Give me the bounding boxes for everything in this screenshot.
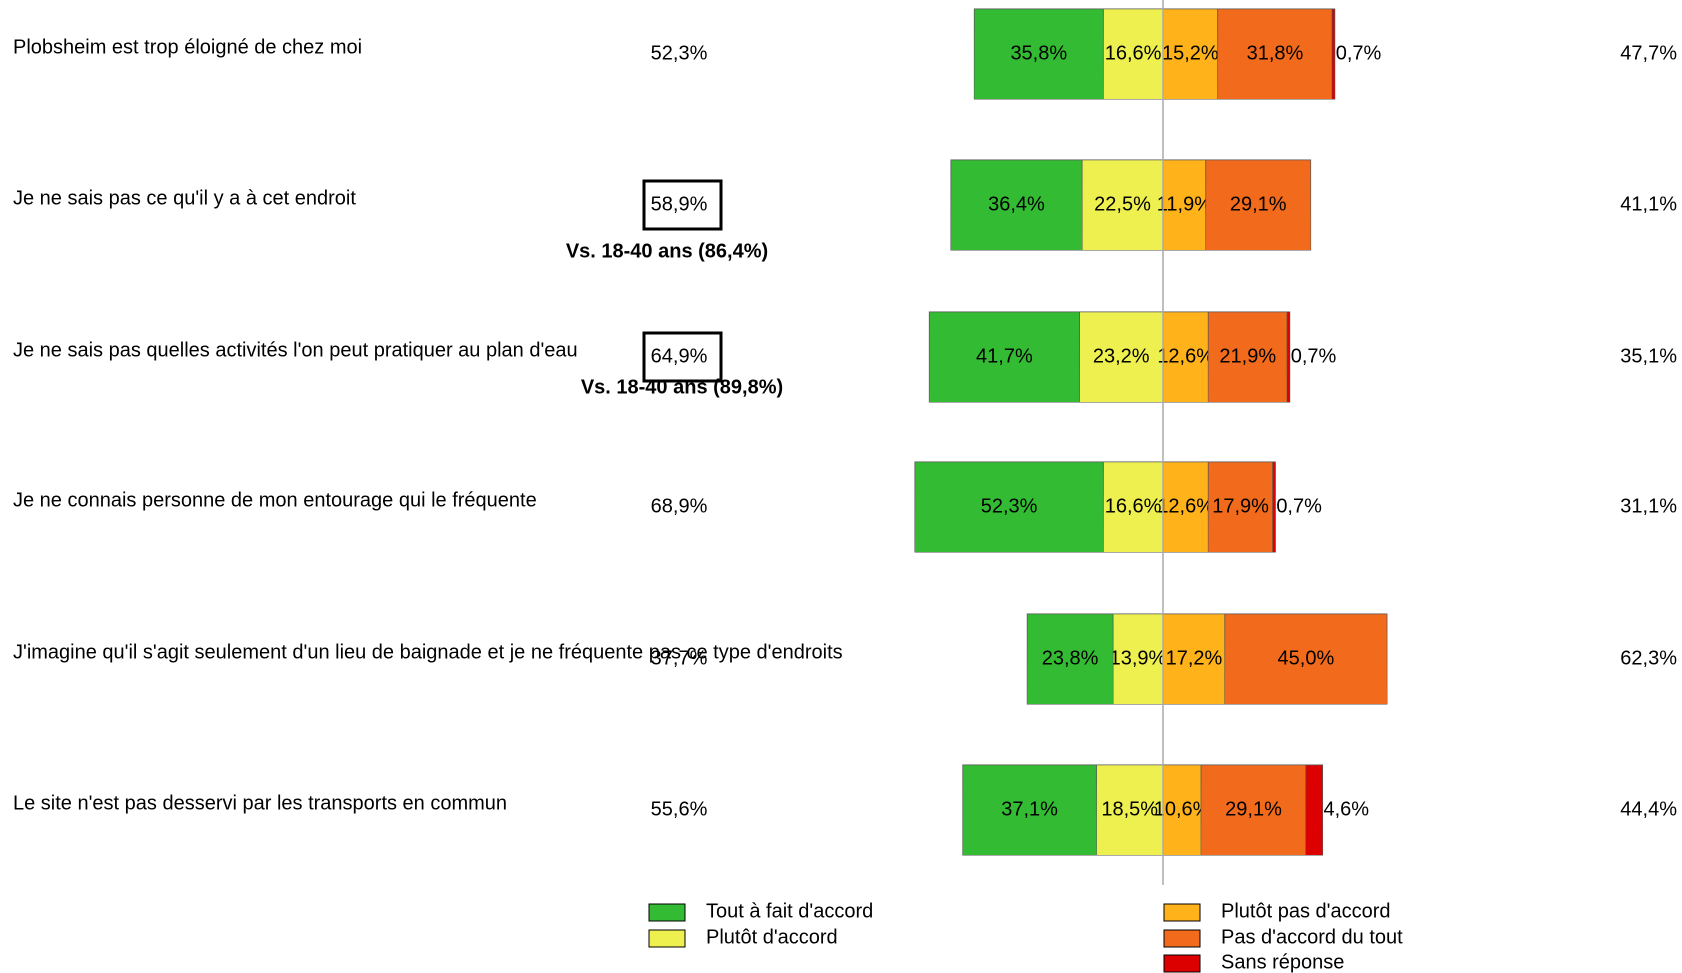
value-label: 17,9%: [1212, 495, 1269, 517]
note: Vs. 18-40 ans (86,4%): [566, 240, 768, 262]
value-label: 37,1%: [1001, 798, 1058, 820]
category-label: Le site n'est pas desservi par les trans…: [13, 792, 507, 814]
category-label: Je ne sais pas quelles activités l'on pe…: [13, 339, 578, 361]
category-label: Plobsheim est trop éloigné de chez moi: [13, 36, 362, 58]
value-label: 41,7%: [976, 345, 1033, 367]
category-label: J'imagine qu'il s'agit seulement d'un li…: [13, 641, 843, 663]
bar-segment: [1331, 8, 1336, 100]
value-label: 29,1%: [1230, 193, 1287, 215]
value-label: 11,9%: [1157, 193, 1212, 215]
agree-total: 68,9%: [651, 495, 708, 517]
agree-total: 58,9%: [651, 193, 708, 215]
disagree-total: 47,7%: [1620, 42, 1677, 64]
value-label: 31,8%: [1247, 42, 1304, 64]
category-label: Je ne sais pas ce qu'il y a à cet endroi…: [13, 187, 356, 209]
legend-swatch: [1163, 903, 1201, 922]
disagree-total: 62,3%: [1620, 647, 1677, 669]
legend-label: Plutôt pas d'accord: [1221, 900, 1390, 922]
legend-label: Plutôt d'accord: [706, 926, 838, 948]
value-label: 16,6%: [1105, 42, 1162, 64]
value-label: 12,6%: [1157, 495, 1214, 517]
value-label: 17,2%: [1166, 647, 1223, 669]
value-label: 12,6%: [1157, 345, 1214, 367]
value-label: 18,5%: [1101, 798, 1158, 820]
value-label: 0,7%: [1276, 495, 1322, 517]
value-label: 0,7%: [1291, 345, 1337, 367]
agree-total: 52,3%: [651, 42, 708, 64]
value-label: 35,8%: [1010, 42, 1067, 64]
value-label: 13,9%: [1110, 647, 1167, 669]
legend-swatch: [1163, 929, 1201, 948]
disagree-total: 35,1%: [1620, 345, 1677, 367]
legend-swatch: [648, 903, 686, 922]
agree-total: 55,6%: [651, 798, 708, 820]
value-label: 23,2%: [1093, 345, 1150, 367]
legend-label: Tout à fait d'accord: [706, 900, 873, 922]
value-label: 21,9%: [1219, 345, 1276, 367]
value-label: 29,1%: [1225, 798, 1282, 820]
bar-segment: [1272, 461, 1276, 553]
agree-total: 64,9%: [651, 345, 708, 367]
value-label: 23,8%: [1042, 647, 1099, 669]
legend-label: Sans réponse: [1221, 951, 1344, 973]
note: Vs. 18-40 ans (89,8%): [581, 376, 783, 398]
legend-swatch: [1163, 954, 1201, 973]
legend-label: Pas d'accord du tout: [1221, 926, 1403, 948]
disagree-total: 44,4%: [1620, 798, 1677, 820]
bar-segment: [1305, 764, 1323, 856]
value-label: 0,7%: [1336, 42, 1382, 64]
disagree-total: 41,1%: [1620, 193, 1677, 215]
value-label: 10,6%: [1154, 798, 1211, 820]
value-label: 22,5%: [1094, 193, 1151, 215]
bar-segment: [1286, 311, 1291, 403]
value-label: 16,6%: [1105, 495, 1162, 517]
category-label: Je ne connais personne de mon entourage …: [13, 489, 537, 511]
value-label: 52,3%: [981, 495, 1038, 517]
disagree-total: 31,1%: [1620, 495, 1677, 517]
value-label: 36,4%: [988, 193, 1045, 215]
agree-total: 37,7%: [651, 647, 708, 669]
value-label: 45,0%: [1278, 647, 1335, 669]
value-label: 4,6%: [1323, 798, 1369, 820]
highlight-box: [642, 331, 723, 383]
value-label: 15,2%: [1162, 42, 1219, 64]
legend-swatch: [648, 929, 686, 948]
highlight-box: [642, 179, 723, 231]
